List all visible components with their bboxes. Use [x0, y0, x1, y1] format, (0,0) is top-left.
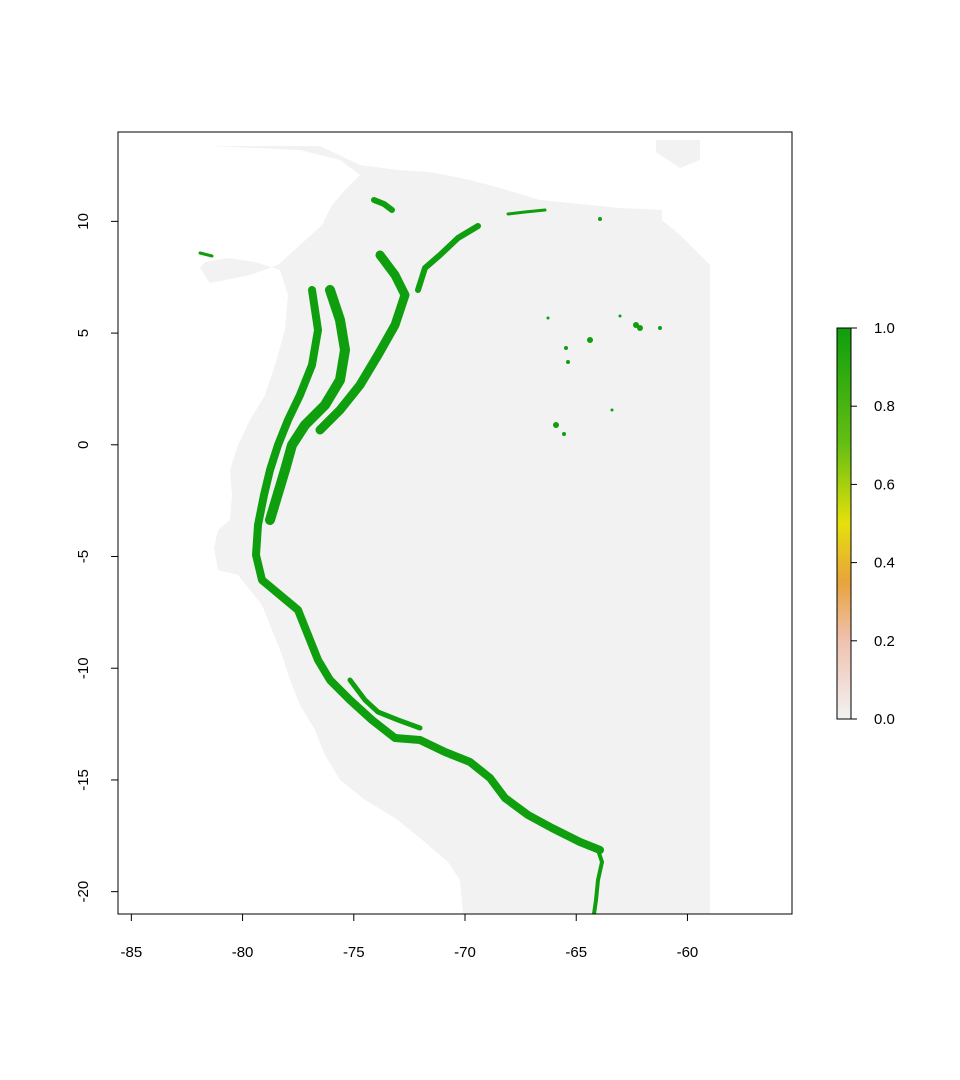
x-axis: -85 -80 -75 -70 -65 -60 — [121, 913, 699, 961]
legend-tick-label: 0.4 — [874, 555, 895, 572]
legend-tick-label: 0.2 — [874, 633, 895, 650]
land-area-island — [656, 140, 700, 168]
legend-tick-label: 0.6 — [874, 476, 895, 493]
northern-coastal-range — [506, 208, 547, 216]
legend-tick-label: 0.0 — [874, 711, 895, 728]
y-tick-label: 5 — [75, 329, 92, 337]
y-tick-label: -10 — [75, 657, 92, 679]
andes-central-cordillera — [265, 285, 350, 525]
merida-andes — [415, 223, 481, 293]
color-legend: 0.0 0.2 0.4 0.6 0.8 1.0 — [836, 320, 895, 728]
x-tick-label: -80 — [232, 944, 254, 961]
darien-range — [198, 251, 214, 258]
legend-colorbar — [836, 327, 852, 720]
andes-eastern-cordillera — [315, 250, 410, 435]
y-tick-label: 10 — [75, 213, 92, 230]
andes-minor-ridge — [347, 677, 423, 731]
andes-southern-segment — [592, 848, 604, 914]
land-area — [200, 146, 710, 914]
andes-western-cordillera — [252, 286, 604, 854]
suitability-raster — [198, 197, 662, 914]
y-tick-label: -15 — [75, 769, 92, 791]
y-tick-label: -20 — [75, 881, 92, 903]
land-raster — [200, 140, 710, 914]
y-axis: -20 -15 -10 -5 0 5 10 — [75, 213, 119, 903]
guiana-patches — [546, 217, 662, 436]
x-tick-label: -60 — [677, 944, 699, 961]
x-tick-label: -85 — [121, 944, 143, 961]
x-tick-label: -70 — [454, 944, 476, 961]
santa-marta-range — [371, 197, 395, 213]
y-tick-label: 0 — [75, 441, 92, 449]
legend-tick-label: 1.0 — [874, 320, 895, 337]
y-tick-label: -5 — [75, 550, 92, 563]
legend-tick-label: 0.8 — [874, 398, 895, 415]
x-tick-label: -65 — [565, 944, 587, 961]
x-tick-label: -75 — [343, 944, 365, 961]
